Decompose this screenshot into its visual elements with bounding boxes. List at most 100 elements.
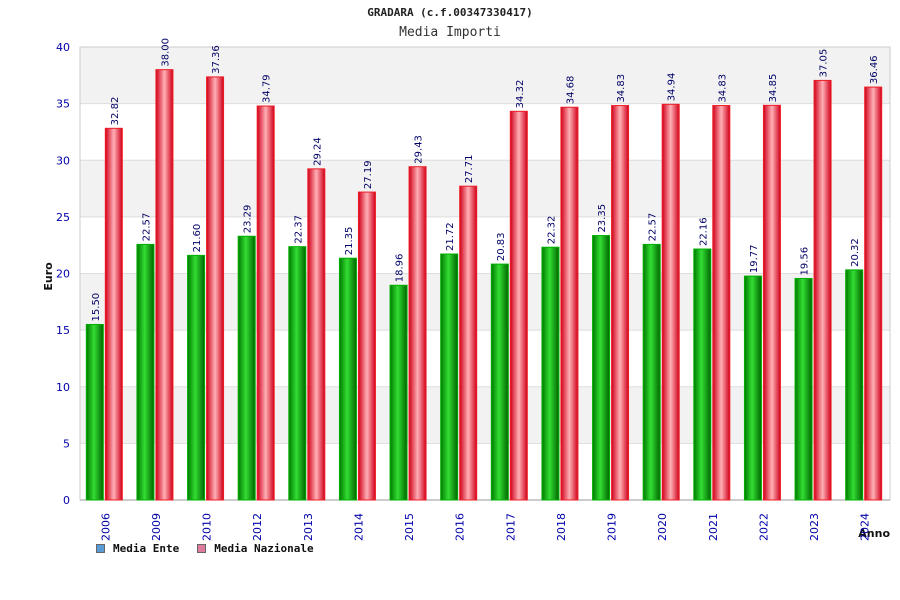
bar-media-nazionale <box>206 76 225 501</box>
x-tick-label: 2015 <box>403 513 416 541</box>
legend-item-nazionale: Media Nazionale <box>197 542 314 555</box>
bar-media-nazionale <box>509 110 528 501</box>
bar-media-ente <box>389 284 408 501</box>
bar-media-nazionale <box>560 106 579 501</box>
data-label-nazionale: 34.83 <box>717 74 728 103</box>
x-tick-label: 2014 <box>352 513 365 541</box>
chart-subtitle: Media Importi <box>399 25 501 40</box>
data-label-ente: 18.96 <box>395 254 406 283</box>
bar-media-nazionale <box>256 105 275 501</box>
bar-media-nazionale <box>712 105 731 501</box>
y-tick-label: 15 <box>56 324 70 337</box>
legend-swatch-nazionale <box>197 544 207 553</box>
data-label-nazionale: 37.05 <box>819 49 830 78</box>
bar-media-nazionale <box>307 168 326 501</box>
data-label-ente: 21.72 <box>445 222 456 251</box>
data-label-ente: 23.35 <box>597 204 608 233</box>
bar-media-ente <box>592 235 611 501</box>
data-label-nazionale: 27.71 <box>464 155 475 184</box>
data-label-nazionale: 29.43 <box>414 135 425 164</box>
x-tick-label: 2013 <box>302 513 315 541</box>
data-label-nazionale: 27.19 <box>363 160 374 189</box>
bar-media-nazionale <box>611 105 630 501</box>
data-label-ente: 15.50 <box>91 293 102 322</box>
x-tick-label: 2006 <box>99 513 112 541</box>
data-label-ente: 22.16 <box>698 217 709 246</box>
bar-media-nazionale <box>813 79 832 501</box>
data-label-nazionale: 29.24 <box>312 137 323 166</box>
legend: Media Ente Media Nazionale <box>96 542 314 555</box>
bar-media-nazionale <box>104 127 123 501</box>
legend-item-ente: Media Ente <box>96 542 179 555</box>
x-tick-label: 2016 <box>454 513 467 541</box>
y-tick-label: 5 <box>63 437 70 450</box>
data-label-nazionale: 34.32 <box>515 80 526 109</box>
data-label-ente: 22.37 <box>293 215 304 244</box>
bar-media-nazionale <box>762 104 781 501</box>
bar-media-ente <box>187 254 206 501</box>
bar-media-nazionale <box>155 69 174 501</box>
bar-media-nazionale <box>459 185 478 501</box>
bar-media-nazionale <box>864 86 883 501</box>
y-tick-label: 35 <box>56 98 70 111</box>
bar-media-ente <box>136 243 155 501</box>
data-label-nazionale: 34.83 <box>616 74 627 103</box>
x-tick-label: 2017 <box>504 513 517 541</box>
bar-media-nazionale <box>357 191 376 501</box>
data-label-ente: 21.35 <box>344 227 355 256</box>
data-label-nazionale: 38.00 <box>160 38 171 67</box>
y-tick-label: 30 <box>56 154 70 167</box>
data-label-ente: 22.57 <box>648 213 659 242</box>
y-tick-label: 10 <box>56 381 70 394</box>
y-axis-label: Euro <box>42 262 55 291</box>
data-label-nazionale: 37.36 <box>211 45 222 74</box>
data-label-ente: 23.29 <box>243 205 254 234</box>
bar-media-ente <box>237 235 256 501</box>
y-tick-label: 40 <box>56 41 70 54</box>
data-label-nazionale: 34.85 <box>768 74 779 103</box>
data-label-ente: 22.57 <box>141 213 152 242</box>
x-tick-label: 2023 <box>808 513 821 541</box>
data-label-ente: 20.32 <box>850 238 861 267</box>
bar-media-ente <box>794 277 813 501</box>
bar-media-nazionale <box>408 166 427 501</box>
bar-media-ente <box>743 275 762 501</box>
x-tick-label: 2022 <box>757 513 770 541</box>
bar-media-ente <box>85 323 104 501</box>
data-label-ente: 19.77 <box>749 244 760 273</box>
x-tick-label: 2012 <box>251 513 264 541</box>
chart-title: GRADARA (c.f.00347330417) <box>367 6 533 19</box>
x-tick-label: 2018 <box>555 513 568 541</box>
bar-media-ente <box>288 246 307 501</box>
x-tick-label: 2019 <box>606 513 619 541</box>
data-label-ente: 21.60 <box>192 224 203 253</box>
data-label-ente: 22.32 <box>546 216 557 245</box>
x-tick-label: 2009 <box>150 513 163 541</box>
bar-media-ente <box>490 263 509 501</box>
data-label-ente: 20.83 <box>496 232 507 261</box>
bar-media-nazionale <box>661 103 680 501</box>
x-tick-label: 2021 <box>707 513 720 541</box>
x-tick-label: 2010 <box>201 513 214 541</box>
bar-media-ente <box>541 246 560 501</box>
data-label-nazionale: 34.68 <box>565 76 576 105</box>
bar-media-ente <box>642 243 661 501</box>
x-tick-label: 2020 <box>656 513 669 541</box>
y-tick-label: 20 <box>56 268 70 281</box>
legend-label-ente: Media Ente <box>113 542 180 555</box>
x-axis-label: Anno <box>858 527 890 540</box>
bar-media-ente <box>845 269 864 501</box>
bar-media-ente <box>693 248 712 501</box>
y-tick-label: 25 <box>56 211 70 224</box>
bar-media-ente <box>440 253 459 501</box>
bar-media-ente <box>338 257 357 501</box>
x-tick-label: 2024 <box>859 513 872 541</box>
legend-swatch-ente <box>96 544 105 553</box>
data-label-nazionale: 36.46 <box>869 55 880 84</box>
data-label-ente: 19.56 <box>800 247 811 276</box>
data-label-nazionale: 34.79 <box>262 74 273 103</box>
legend-label-nazionale: Media Nazionale <box>214 542 314 555</box>
data-label-nazionale: 32.82 <box>110 97 121 126</box>
